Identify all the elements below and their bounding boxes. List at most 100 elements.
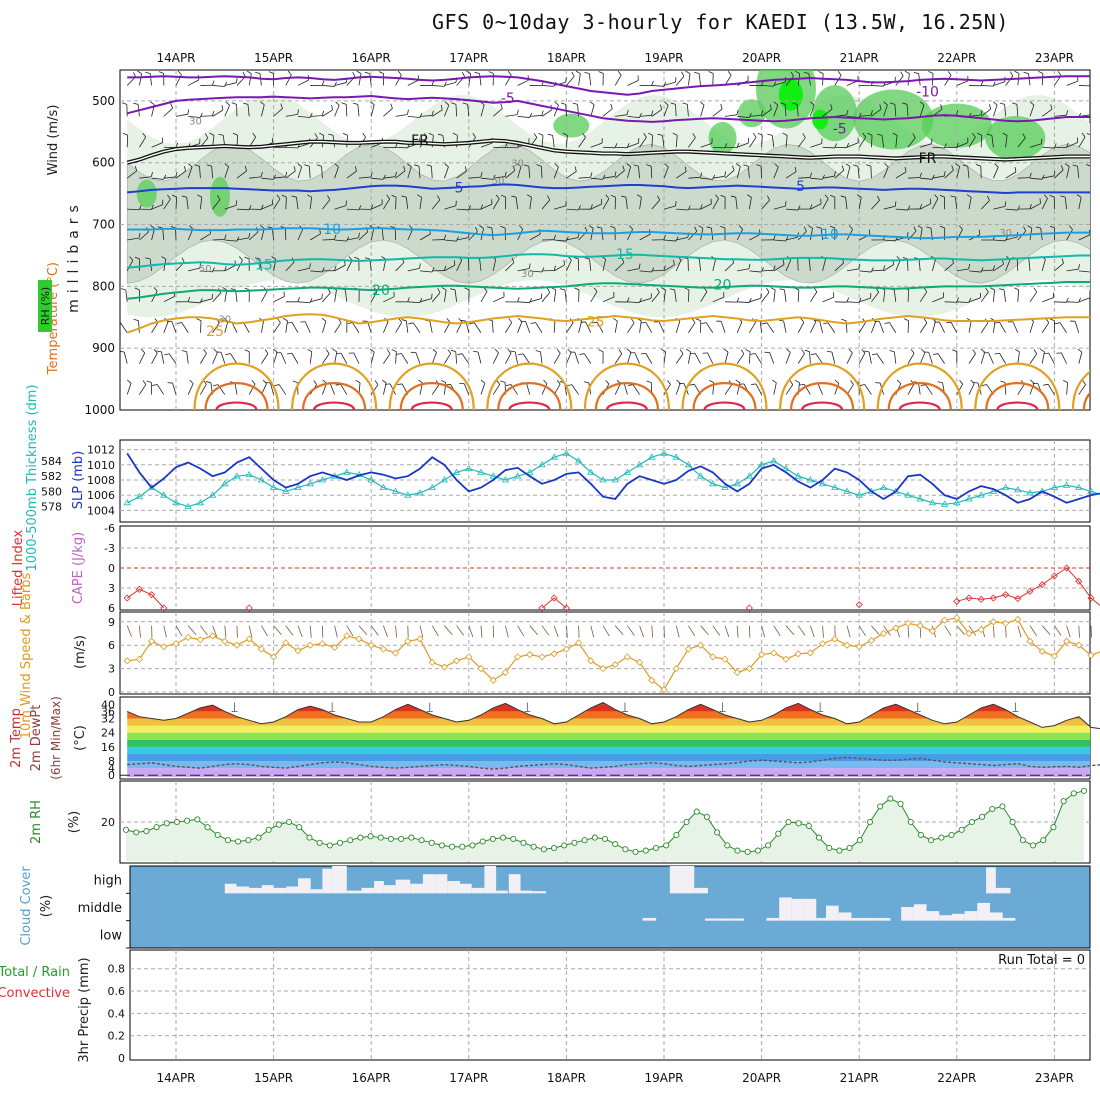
wind-barb — [346, 208, 359, 211]
wind-barb — [846, 166, 851, 179]
wind-barb-flag — [426, 164, 432, 167]
high-cloud-bar — [298, 878, 311, 894]
temp-band — [127, 761, 1090, 769]
wind-barb-flag — [638, 112, 642, 118]
wind-barb-flag — [801, 349, 805, 354]
isotherm-label: 10 — [323, 222, 341, 238]
wind10m-barb — [505, 625, 509, 638]
wind-barb — [310, 298, 322, 303]
wind-barb-flag — [837, 71, 842, 76]
wind-barb — [834, 262, 844, 272]
wind10m-marker — [148, 637, 156, 645]
wind-barb — [322, 85, 335, 87]
wind-barb-flag — [840, 195, 846, 198]
high-cloud-bar — [261, 885, 274, 894]
temp-tick-label: 32 — [101, 713, 115, 726]
wind-barb — [907, 258, 909, 271]
wind-barb — [407, 166, 412, 179]
wind-barb-flag — [987, 195, 990, 201]
temp-dome-contour — [801, 401, 844, 410]
high-cloud-bar — [694, 887, 708, 894]
wind-barb — [735, 197, 738, 210]
wind-barb-flag — [321, 317, 327, 322]
wind-barb — [724, 114, 737, 117]
wind-barb-flag — [782, 259, 785, 265]
wind-barb — [932, 146, 945, 149]
wind10m-marker — [550, 650, 558, 658]
wind-barb-flag — [500, 380, 506, 383]
wind-barb-flag — [122, 132, 128, 136]
wind10m-barb — [968, 625, 977, 636]
wind-barb-flag — [684, 166, 687, 172]
lifted-index-marker — [953, 597, 961, 605]
wind-barb-flag — [627, 384, 634, 387]
wind-barb-flag — [740, 349, 745, 354]
high-cloud-bar — [273, 887, 287, 894]
wind-barb-flag — [156, 350, 162, 353]
wind-barb — [212, 352, 218, 364]
high-cloud-bar — [395, 879, 411, 894]
wind-barb-flag — [1066, 142, 1069, 148]
wind-barb-flag — [736, 109, 739, 115]
wind-barb — [822, 146, 835, 149]
wind-barb-flag — [129, 256, 134, 261]
wind-barb — [1066, 268, 1079, 272]
wind-barb — [785, 384, 794, 395]
wind-barb — [773, 104, 779, 117]
thickness-line — [126, 452, 1100, 508]
wind-barb-flag — [939, 194, 945, 198]
wind-barb — [662, 135, 665, 148]
rh2m-marker — [326, 842, 333, 849]
wind-barb-flag — [903, 318, 909, 322]
wind-barb — [810, 177, 823, 180]
wind-barb — [151, 322, 159, 333]
wind-barb-flag — [407, 297, 410, 303]
cloud-level-label: low — [100, 928, 123, 943]
rh2m-marker — [928, 837, 935, 844]
wind-barb-flag — [225, 101, 230, 106]
wind-barb-flag — [437, 133, 443, 136]
wind-barb-flag — [1057, 71, 1062, 76]
temp-dome-contour — [703, 401, 746, 410]
thickness-marker — [1075, 483, 1083, 490]
wind-barb — [127, 208, 140, 211]
wind-barb-flag — [802, 133, 806, 138]
y-tick-label: 1000 — [84, 403, 115, 417]
wind-barb-flag — [682, 102, 688, 105]
wind-barb-flag — [928, 71, 934, 74]
wind-barb-flag — [1095, 288, 1098, 292]
wind-barb — [566, 352, 572, 364]
thickness-marker — [416, 489, 424, 496]
wind-barb-flag — [968, 264, 971, 270]
wind-barb-flag — [407, 109, 409, 115]
wind-barb — [1029, 383, 1035, 395]
wind-barb-flag — [212, 80, 215, 86]
wind-barb-flag — [656, 287, 660, 293]
thickness-marker — [501, 476, 510, 483]
wind-barb — [383, 296, 395, 303]
wind-barb — [932, 297, 944, 303]
wind10m-barb — [175, 625, 183, 637]
date-label-top: 23APR — [1035, 51, 1074, 65]
wind-barb-flag — [861, 349, 866, 354]
wind-barb-flag — [923, 318, 928, 323]
wind-barb — [688, 176, 701, 179]
wind-barb — [602, 108, 613, 117]
wind10m-marker — [355, 635, 363, 643]
cloud-frame — [129, 865, 1091, 949]
temp-tick-label: 40 — [101, 698, 115, 711]
wind-barb — [383, 198, 390, 210]
thickness-marker — [794, 472, 802, 479]
wind-barb — [261, 204, 273, 210]
thickness-marker — [282, 487, 290, 494]
rh2m-marker — [194, 816, 201, 823]
wind-barb — [797, 289, 800, 302]
wind-barb-flag — [120, 288, 126, 291]
wind-barb — [627, 80, 639, 86]
wind-barb-flag — [328, 133, 334, 136]
wind-barb-flag — [981, 384, 987, 387]
wind-barb — [834, 169, 845, 179]
wind-barb — [212, 109, 224, 117]
